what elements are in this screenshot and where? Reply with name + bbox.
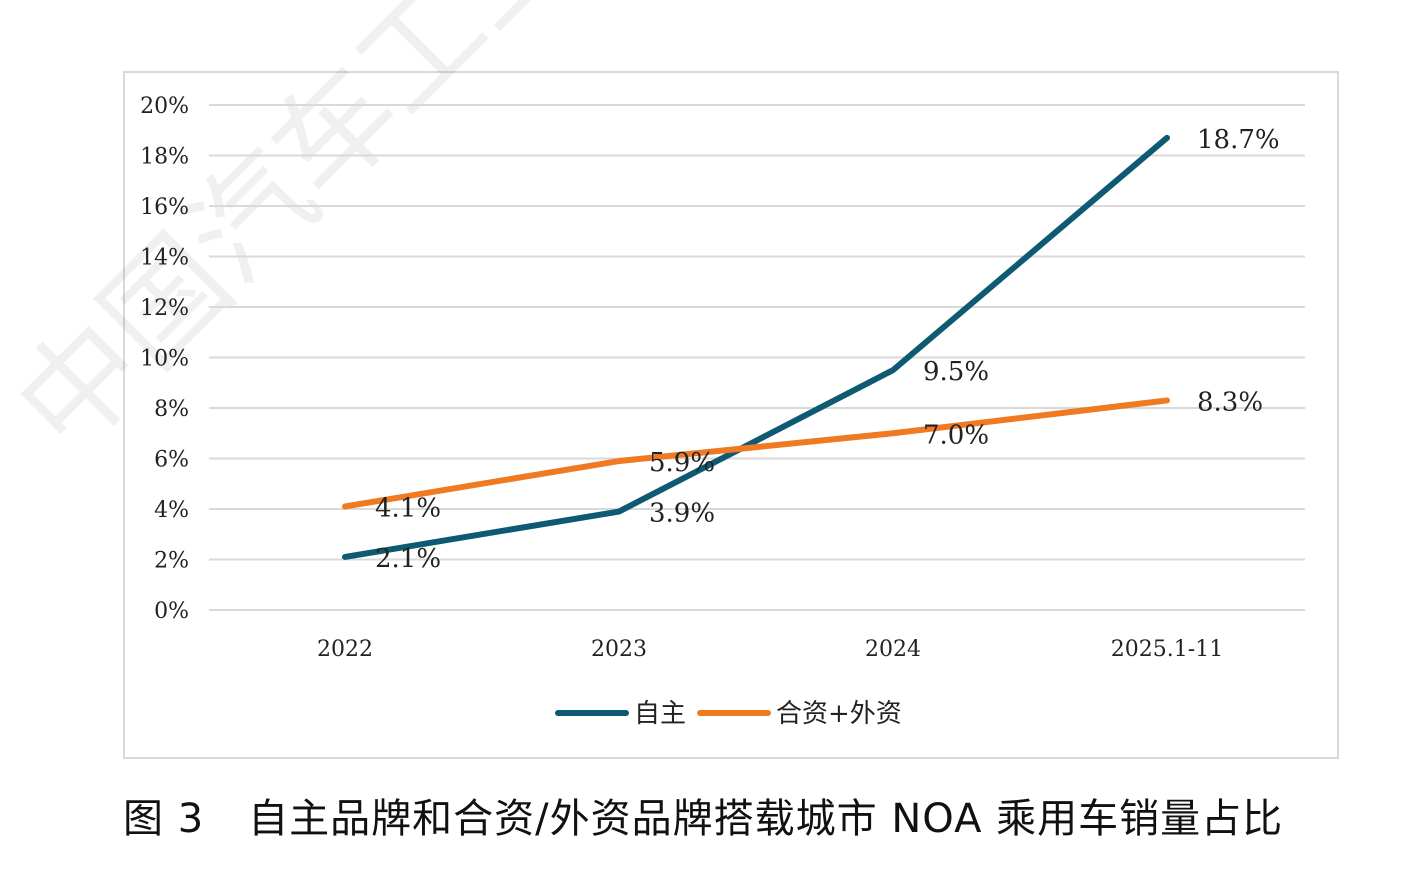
chart-frame (123, 71, 1339, 759)
y-tick-label: 14% (140, 246, 189, 271)
figure-title: 自主品牌和合资/外资品牌搭载城市 NOA 乘用车销量占比 (248, 796, 1284, 842)
y-tick-label: 16% (140, 195, 189, 220)
data-label: 18.7% (1197, 125, 1280, 155)
y-tick-label: 0% (154, 599, 189, 624)
data-label: 4.1% (375, 493, 441, 523)
y-tick-label: 12% (140, 296, 189, 321)
y-tick-label: 20% (140, 94, 189, 119)
series-line-0 (342, 134, 1170, 560)
data-label: 7.0% (923, 420, 989, 450)
y-tick-label: 6% (154, 448, 189, 473)
x-tick-label: 2025.1-11 (1111, 637, 1223, 662)
legend-label: 合资+外资 (776, 699, 902, 729)
y-tick-label: 8% (154, 397, 189, 422)
y-tick-label: 18% (140, 145, 189, 170)
y-tick-label: 4% (154, 498, 189, 523)
series-line-1 (342, 397, 1170, 510)
data-label: 3.9% (649, 499, 715, 529)
x-tick-label: 2023 (591, 637, 647, 662)
figure-number: 图 3 (123, 796, 205, 842)
x-tick-label: 2024 (865, 637, 921, 662)
y-tick-label: 2% (154, 549, 189, 574)
figure-caption: 图 3 自主品牌和合资/外资品牌搭载城市 NOA 乘用车销量占比 (123, 786, 1283, 844)
data-label: 5.9% (649, 448, 715, 478)
data-label: 2.1% (375, 544, 441, 574)
data-label: 8.3% (1197, 387, 1263, 417)
y-tick-label: 10% (140, 347, 189, 372)
legend-label: 自主 (634, 699, 686, 729)
data-label: 9.5% (923, 357, 989, 387)
x-tick-label: 2022 (317, 637, 373, 662)
